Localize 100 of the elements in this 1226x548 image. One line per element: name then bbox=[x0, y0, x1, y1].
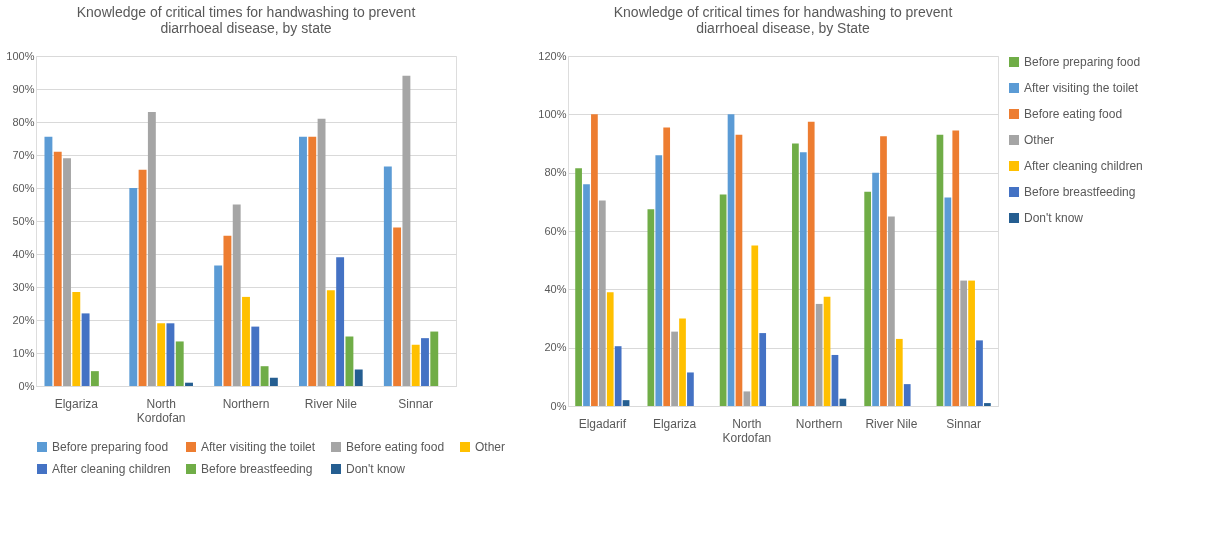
y-tick-label: 80% bbox=[544, 166, 567, 179]
y-tick-label: 90% bbox=[12, 82, 35, 95]
bar bbox=[393, 227, 402, 386]
legend-label: Before eating food bbox=[1024, 107, 1123, 121]
bar bbox=[864, 191, 872, 406]
bar bbox=[622, 400, 630, 406]
bar bbox=[185, 382, 193, 386]
x-tick-label: River Nile bbox=[304, 396, 358, 411]
y-tick-label: 0% bbox=[18, 379, 35, 392]
x-tick-label: Elgariza bbox=[652, 416, 697, 431]
legend-label: After cleaning children bbox=[1024, 159, 1143, 173]
legend-label: After visiting the toilet bbox=[201, 440, 316, 454]
bar bbox=[157, 323, 166, 386]
bar bbox=[317, 118, 326, 386]
bar bbox=[63, 158, 71, 386]
bar bbox=[647, 209, 655, 406]
bar bbox=[308, 136, 317, 386]
x-tick-label: River Nile bbox=[865, 416, 918, 431]
y-tick-label: 60% bbox=[544, 224, 567, 237]
bar bbox=[251, 326, 260, 386]
y-tick-label: 0% bbox=[550, 399, 567, 412]
y-tick-label: 70% bbox=[12, 148, 35, 161]
x-tick-label: North Kordofan bbox=[136, 396, 186, 425]
bar bbox=[242, 296, 250, 386]
legend-label: Before preparing food bbox=[1024, 55, 1141, 69]
bar bbox=[583, 184, 590, 406]
bar bbox=[807, 121, 815, 406]
bar bbox=[575, 168, 582, 406]
legend-label: After cleaning children bbox=[52, 462, 171, 476]
legend-label: Other bbox=[475, 440, 506, 454]
bar bbox=[687, 372, 694, 406]
bar bbox=[895, 338, 903, 406]
bar bbox=[232, 204, 241, 386]
legend-label: Before preparing food bbox=[52, 440, 169, 454]
chart-title: Knowledge of critical times for handwashing to prevent diarrhoeal disease, by State bbox=[613, 4, 953, 36]
x-tick-label: Elgadarif bbox=[578, 416, 627, 431]
bar bbox=[175, 341, 184, 386]
legend-label: Don't know bbox=[346, 462, 406, 476]
bar bbox=[614, 346, 622, 406]
legend-label: Before breastfeeding bbox=[201, 462, 313, 476]
bar bbox=[336, 257, 345, 386]
chart-title: Knowledge of critical times for handwashing to prevent diarrhoeal disease, by state bbox=[76, 4, 416, 36]
bar bbox=[679, 318, 686, 406]
bar bbox=[53, 151, 62, 386]
y-tick-label: 40% bbox=[12, 247, 35, 260]
bar bbox=[984, 403, 991, 406]
bar bbox=[759, 333, 767, 406]
bar bbox=[968, 280, 975, 406]
bar bbox=[598, 200, 606, 406]
bar bbox=[260, 366, 269, 386]
bar bbox=[799, 152, 807, 406]
y-tick-label: 120% bbox=[538, 49, 567, 62]
y-tick-label: 10% bbox=[12, 346, 35, 359]
bar bbox=[402, 75, 411, 386]
x-tick-label: Sinnar bbox=[946, 416, 982, 431]
bar bbox=[430, 331, 439, 386]
y-tick-label: 30% bbox=[12, 280, 35, 293]
bar bbox=[591, 114, 598, 406]
x-tick-label: Northern bbox=[795, 416, 843, 431]
y-tick-label: 40% bbox=[544, 282, 567, 295]
bar bbox=[299, 136, 307, 386]
bar bbox=[888, 216, 895, 406]
bar bbox=[663, 127, 671, 406]
legend-label: Before eating food bbox=[346, 440, 445, 454]
y-tick-label: 100% bbox=[538, 107, 567, 120]
y-tick-label: 80% bbox=[12, 115, 35, 128]
y-tick-label: 20% bbox=[544, 341, 567, 354]
bar bbox=[880, 136, 887, 406]
bar bbox=[269, 377, 278, 386]
bar bbox=[606, 292, 614, 406]
bar bbox=[655, 155, 663, 406]
bar bbox=[44, 136, 53, 386]
bar bbox=[421, 338, 429, 386]
bar bbox=[872, 172, 879, 406]
legend-label: Before breastfeeding bbox=[1024, 185, 1136, 199]
bar bbox=[90, 371, 99, 386]
bar bbox=[792, 143, 799, 406]
bar bbox=[383, 166, 392, 386]
bar bbox=[903, 384, 911, 406]
legend-label: Other bbox=[1024, 133, 1055, 147]
x-tick-label: North Kordofan bbox=[722, 416, 772, 445]
bar bbox=[944, 197, 952, 406]
legend-label: Don't know bbox=[1024, 211, 1084, 225]
bar bbox=[81, 313, 90, 386]
bar bbox=[345, 336, 354, 386]
bar bbox=[166, 323, 175, 386]
y-tick-label: 50% bbox=[12, 214, 35, 227]
bar bbox=[72, 291, 81, 386]
x-tick-label: Elgariza bbox=[54, 396, 99, 411]
bar bbox=[147, 112, 156, 386]
bar bbox=[743, 391, 751, 406]
x-tick-label: Northern bbox=[222, 396, 270, 411]
bar bbox=[326, 290, 335, 386]
bar bbox=[214, 265, 223, 386]
bar bbox=[223, 235, 232, 386]
bar bbox=[671, 331, 678, 406]
bar bbox=[952, 130, 960, 406]
bar bbox=[751, 245, 759, 406]
legend-label: After visiting the toilet bbox=[1024, 81, 1139, 95]
bar bbox=[138, 169, 147, 386]
